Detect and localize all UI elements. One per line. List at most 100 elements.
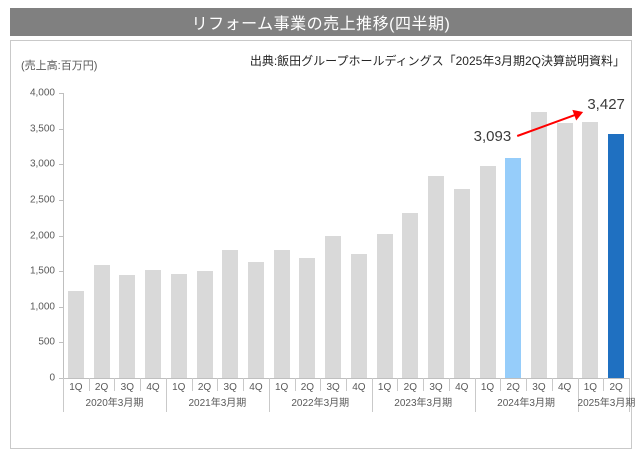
axis-quarter-separator bbox=[243, 378, 245, 391]
y-axis-tick-label: 3,500 bbox=[29, 123, 55, 135]
axis-group-separator bbox=[629, 378, 630, 412]
bar-2024年3月期-3Q bbox=[530, 111, 547, 378]
axis-group-separator bbox=[371, 378, 373, 412]
x-axis-quarter-label: 3Q bbox=[120, 382, 134, 393]
y-axis-unit-label: (売上高:百万円) bbox=[21, 60, 98, 72]
x-axis-quarter-label: 2Q bbox=[403, 382, 417, 393]
axis-quarter-separator bbox=[114, 378, 116, 391]
bar-2021年3月期-2Q bbox=[196, 271, 213, 378]
axis-quarter-separator bbox=[217, 378, 219, 391]
axis-quarter-separator bbox=[448, 378, 450, 391]
x-axis-quarter-label: 1Q bbox=[377, 382, 392, 393]
axis-quarter-separator bbox=[397, 378, 399, 391]
y-axis-tick-label: 0 bbox=[49, 372, 55, 384]
y-axis-tick bbox=[59, 199, 63, 201]
y-axis-tick-label: 2,000 bbox=[29, 230, 55, 241]
x-axis-quarter-label: 4Q bbox=[455, 382, 469, 393]
axis-quarter-separator bbox=[551, 378, 553, 391]
data-label-current: 3,427 bbox=[587, 95, 625, 113]
y-axis-tick bbox=[59, 93, 63, 94]
y-axis-tick bbox=[59, 164, 63, 166]
x-axis-quarter-label: 1Q bbox=[69, 382, 83, 393]
y-axis-tick-label: 500 bbox=[38, 336, 55, 348]
bar-2023年3月期-3Q bbox=[428, 175, 445, 378]
x-axis-quarter-label: 4Q bbox=[352, 382, 366, 393]
x-axis-quarter-label: 3Q bbox=[532, 382, 546, 393]
bar-2025年3月期-2Q bbox=[608, 133, 625, 378]
bar-2023年3月期-2Q bbox=[402, 212, 419, 378]
y-axis-tick bbox=[59, 342, 63, 344]
data-label-prev: 3,093 bbox=[473, 128, 512, 145]
bar-2022年3月期-1Q bbox=[273, 250, 290, 378]
axis-quarter-separator bbox=[88, 378, 90, 391]
bar-2022年3月期-3Q bbox=[325, 235, 342, 378]
x-axis-quarter-label: 2Q bbox=[300, 382, 315, 393]
bar-2023年3月期-4Q bbox=[453, 189, 470, 378]
plot-area: 0 500 1,000 1,500 2,000 2,500 3,000 3,500 4,000 1… bbox=[11, 41, 636, 448]
bar-2022年3月期-4Q bbox=[350, 254, 367, 378]
x-axis-year-label: 2020年3月期 bbox=[85, 398, 144, 409]
x-axis-quarter-label: 2Q bbox=[197, 382, 212, 393]
axis-group-separator bbox=[165, 378, 167, 412]
y-axis-tick-label: 1,500 bbox=[29, 265, 55, 277]
x-axis-quarter-label: 4Q bbox=[146, 382, 160, 393]
axis-quarter-separator bbox=[603, 378, 605, 391]
x-axis-quarter-label: 1Q bbox=[583, 382, 598, 393]
y-axis-tick-label: 2,500 bbox=[29, 194, 55, 206]
axis-quarter-separator bbox=[500, 378, 502, 391]
bar-2022年3月期-2Q bbox=[299, 257, 316, 378]
axis-group-separator bbox=[474, 378, 476, 412]
bar-2024年3月期-4Q bbox=[556, 122, 573, 378]
axis-quarter-separator bbox=[191, 378, 193, 391]
bar-2020年3月期-1Q bbox=[67, 291, 84, 378]
chart-title-bar: リフォーム事業の売上推移(四半期) bbox=[10, 8, 632, 36]
x-axis-quarter-label: 4Q bbox=[249, 382, 263, 393]
bar-2023年3月期-1Q bbox=[376, 234, 393, 378]
bar-2020年3月期-3Q bbox=[119, 275, 136, 378]
source-note: 出典:飯田グループホールディングス「2025年3月期2Q決算説明資料」 bbox=[249, 54, 625, 68]
x-axis-quarter-label: 2Q bbox=[609, 382, 623, 393]
bar-2020年3月期-4Q bbox=[145, 270, 162, 378]
x-axis-quarter-label: 3Q bbox=[223, 382, 237, 393]
chart-title: リフォーム事業の売上推移(四半期) bbox=[191, 16, 451, 33]
y-axis-tick bbox=[59, 235, 63, 237]
chart-container: (売上高:百万円) 出典:飯田グループホールディングス「2025年3月期2Q決算… bbox=[10, 40, 636, 449]
axis-quarter-separator bbox=[526, 378, 528, 391]
axis-group-separator bbox=[577, 378, 579, 412]
bar-2024年3月期-2Q bbox=[505, 157, 522, 378]
x-axis-quarter-label: 4Q bbox=[558, 382, 572, 393]
y-axis-line bbox=[63, 93, 64, 378]
axis-group-separator bbox=[63, 378, 64, 412]
x-axis-year-label: 2021年3月期 bbox=[188, 398, 247, 409]
x-axis-year-label: 2022年3月期 bbox=[291, 398, 350, 409]
bar-2021年3月期-3Q bbox=[222, 249, 239, 378]
x-axis-quarter-label: 3Q bbox=[429, 382, 443, 393]
axis-quarter-separator bbox=[346, 378, 347, 391]
y-axis-tick-label: 4,000 bbox=[29, 87, 55, 99]
bar-2021年3月期-1Q bbox=[170, 273, 187, 378]
bar-2021年3月期-4Q bbox=[247, 261, 264, 378]
axis-quarter-separator bbox=[423, 378, 425, 391]
y-axis-tick-label: 1,000 bbox=[29, 301, 55, 313]
x-axis-quarter-label: 1Q bbox=[275, 382, 289, 393]
axis-quarter-separator bbox=[140, 378, 142, 391]
y-axis-tick bbox=[59, 128, 63, 130]
bar-2025年3月期-1Q bbox=[582, 121, 599, 378]
x-axis-quarter-label: 3Q bbox=[326, 382, 340, 393]
axis-group-separator bbox=[268, 378, 270, 412]
y-axis-tick bbox=[59, 378, 63, 379]
bar-2020年3月期-2Q bbox=[93, 264, 110, 378]
x-axis-quarter-label: 1Q bbox=[172, 382, 186, 393]
x-axis-quarter-label: 2Q bbox=[94, 382, 109, 393]
axis-quarter-separator bbox=[320, 378, 322, 391]
y-axis-tick-label: 3,000 bbox=[29, 158, 55, 170]
bar-2024年3月期-1Q bbox=[479, 165, 496, 378]
x-axis-quarter-label: 2Q bbox=[506, 382, 520, 393]
axis-quarter-separator bbox=[294, 378, 296, 391]
x-axis-quarter-label: 1Q bbox=[480, 382, 495, 393]
x-axis-year-label: 2024年3月期 bbox=[497, 398, 555, 409]
x-axis-year-label: 2023年3月期 bbox=[394, 398, 453, 409]
x-axis-year-label: 2025年3月期 bbox=[577, 398, 636, 409]
y-axis-tick bbox=[59, 271, 63, 273]
